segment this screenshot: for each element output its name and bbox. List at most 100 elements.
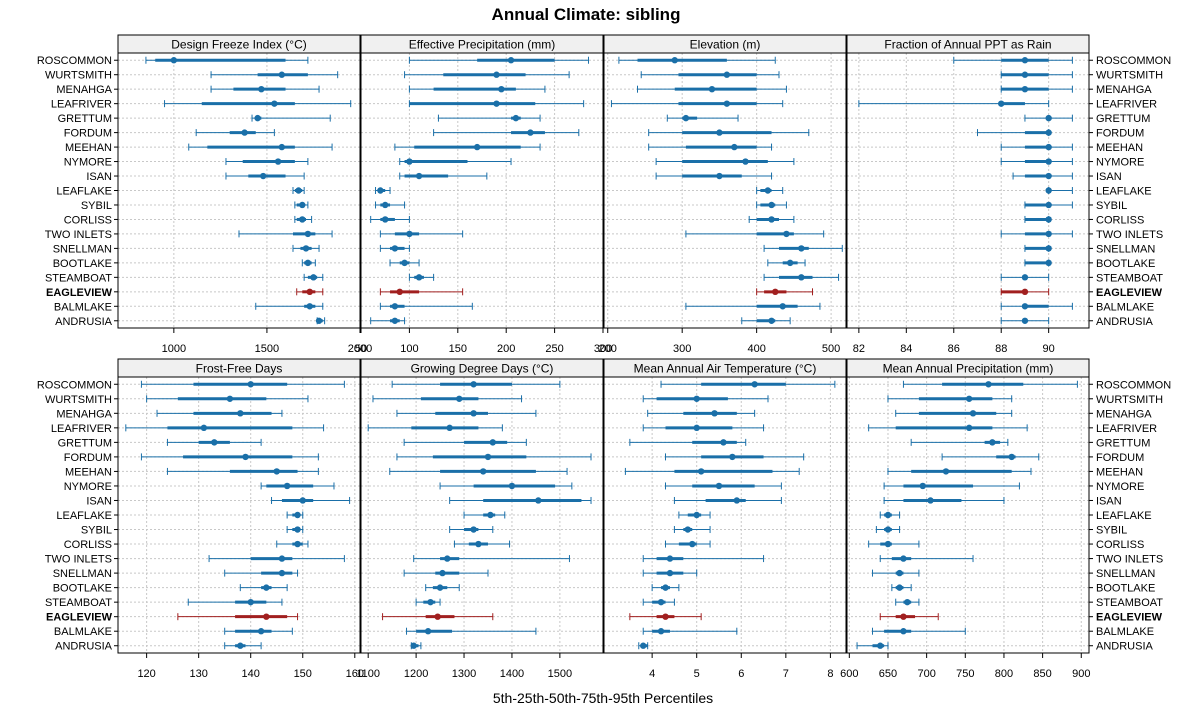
percentile-mark [382, 613, 494, 621]
percentile-mark [396, 453, 592, 461]
percentile-mark [294, 201, 309, 209]
median-point [742, 158, 749, 165]
percentile-mark [875, 526, 901, 534]
median-point [170, 57, 178, 64]
median-point [711, 410, 718, 417]
panel-title: Frost-Free Days [196, 362, 283, 376]
median-point [1021, 303, 1029, 310]
percentile-mark [1024, 259, 1052, 267]
percentile-mark [408, 100, 585, 108]
median-point [304, 259, 312, 267]
percentile-mark [379, 230, 464, 238]
percentile-mark [748, 215, 795, 223]
percentile-mark [399, 158, 512, 166]
percentile-mark [741, 317, 791, 325]
median-point [965, 424, 973, 432]
percentile-mark [637, 85, 787, 93]
median-point [772, 288, 779, 296]
median-point [274, 158, 282, 165]
median-point [401, 259, 408, 267]
median-point [498, 85, 505, 93]
x-tick-label: 130 [189, 668, 207, 680]
median-point [751, 381, 758, 388]
percentile-mark [660, 380, 836, 388]
percentile-mark [449, 526, 494, 534]
site-label-right: BALMLAKE [1096, 626, 1154, 638]
percentile-mark [673, 526, 711, 534]
panel-0: Design Freeze Index (°C) 1000 1500 2000 [114, 34, 372, 355]
median-point [1045, 216, 1052, 223]
percentile-mark [415, 598, 441, 606]
percentile-mark [255, 302, 324, 310]
percentile-mark [883, 496, 1005, 504]
median-point [1045, 187, 1052, 194]
panels-layer: Design Freeze Index (°C)1000 1500 2000Effe… [37, 34, 1171, 680]
percentile-mark [389, 259, 420, 267]
site-label-right: ROSCOMMON [1096, 55, 1171, 67]
percentile-mark [271, 496, 351, 504]
percentile-mark [463, 511, 506, 519]
x-tick-label: 1500 [548, 668, 572, 680]
percentile-mark [642, 627, 738, 635]
median-point [271, 100, 278, 107]
x-tick-label: 700 [917, 668, 935, 680]
percentile-mark [638, 642, 649, 650]
site-label-right: SNELLMAN [1096, 568, 1155, 580]
percentile-mark [449, 496, 592, 504]
median-point [798, 274, 805, 281]
percentile-mark [879, 555, 974, 563]
site-label-left: MEEHAN [65, 142, 112, 154]
x-tick-label: 500 [822, 343, 840, 355]
site-label-right: NYMORE [1096, 481, 1144, 493]
median-point [424, 628, 432, 635]
percentile-mark [177, 613, 299, 621]
site-label-left: MEEHAN [65, 466, 112, 478]
percentile-mark [665, 482, 782, 490]
percentile-mark [260, 482, 335, 490]
percentile-mark [976, 129, 1052, 137]
percentile-mark [1000, 71, 1073, 79]
site-label-left: ISAN [86, 171, 112, 183]
percentile-mark [868, 540, 920, 548]
site-label-right: BALMLAKE [1096, 301, 1154, 313]
percentile-mark [286, 511, 304, 519]
percentile-mark [902, 380, 1078, 388]
median-point [415, 274, 423, 281]
site-label-right: CORLISS [1096, 539, 1144, 551]
median-point [1045, 129, 1052, 136]
median-point [723, 100, 731, 107]
chart-title: Annual Climate: sibling [492, 5, 681, 24]
median-point [436, 584, 444, 591]
site-label-left: WURTSMITH [45, 394, 112, 406]
percentile-mark [375, 201, 406, 209]
site-label-right: STEAMBOAT [1096, 272, 1163, 284]
percentile-mark [1000, 288, 1050, 296]
percentile-mark [225, 172, 305, 180]
x-tick-label: 900 [1072, 668, 1090, 680]
median-point [779, 303, 786, 310]
percentile-mark [224, 569, 299, 577]
percentile-mark [396, 409, 537, 417]
median-point [535, 497, 542, 504]
panel-border [360, 52, 604, 329]
median-point [410, 642, 417, 649]
percentile-mark [286, 526, 304, 534]
x-tick-label: 1400 [500, 668, 524, 680]
percentile-mark [756, 201, 787, 209]
median-point [295, 187, 302, 194]
percentile-mark [665, 453, 805, 461]
median-point [484, 453, 492, 461]
percentile-mark [648, 129, 810, 137]
percentile-mark [868, 424, 1028, 432]
percentile-mark [166, 438, 262, 446]
percentile-mark [887, 395, 1013, 403]
site-label-left: NYMORE [64, 481, 112, 493]
site-label-left: FORDUM [64, 128, 112, 140]
site-label-right: CORLISS [1096, 214, 1144, 226]
site-label-left: CORLISS [64, 539, 112, 551]
site-label-right: SNELLMAN [1096, 243, 1155, 255]
median-point [783, 230, 790, 238]
percentile-mark [408, 85, 546, 93]
median-point [508, 482, 516, 490]
